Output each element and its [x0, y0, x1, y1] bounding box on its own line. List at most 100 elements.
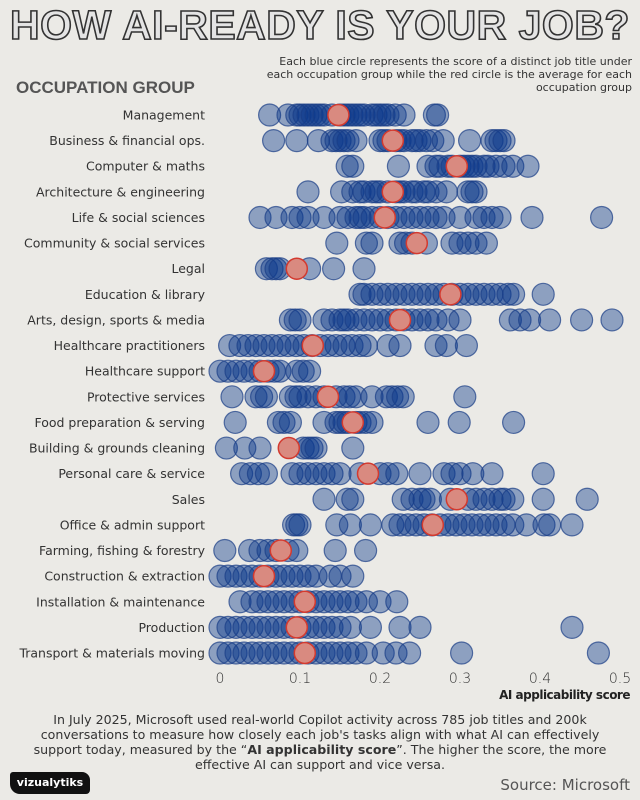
group-label: Office & admin support	[60, 517, 205, 532]
job-point	[352, 180, 376, 204]
job-point	[336, 308, 360, 332]
group-label: Arts, design, sports & media	[27, 312, 205, 327]
job-point	[285, 129, 309, 153]
job-point	[288, 564, 312, 588]
job-point	[354, 590, 378, 614]
job-point	[488, 282, 512, 306]
job-point	[368, 282, 392, 306]
job-point	[324, 333, 348, 358]
job-point	[288, 462, 312, 486]
job-point	[228, 333, 252, 358]
job-point	[280, 564, 304, 588]
source-credit: Source: Microsoft	[500, 776, 630, 794]
job-point	[498, 308, 522, 332]
job-point	[531, 487, 555, 511]
job-point	[254, 385, 278, 409]
job-point	[358, 615, 382, 639]
job-point	[354, 333, 378, 358]
job-point	[384, 641, 408, 665]
job-point	[344, 129, 368, 153]
job-point	[338, 615, 362, 639]
job-point	[248, 615, 272, 639]
job-point	[276, 103, 300, 127]
job-point	[416, 154, 440, 178]
job-point	[335, 487, 359, 511]
job-point	[341, 487, 365, 511]
group-label: Protective services	[87, 389, 205, 404]
job-point	[336, 590, 360, 614]
job-point	[391, 385, 415, 409]
job-point	[416, 205, 440, 230]
job-point	[296, 180, 320, 204]
job-point	[418, 487, 442, 511]
job-point	[517, 308, 542, 332]
job-point	[431, 129, 455, 153]
group-label: Business & financial ops.	[49, 133, 205, 148]
job-point	[416, 410, 440, 435]
average-point	[405, 231, 429, 255]
job-point	[296, 462, 320, 486]
footer-text-bold: AI applicability score	[247, 742, 397, 757]
job-point	[266, 410, 290, 435]
job-point	[398, 641, 422, 665]
job-point	[514, 513, 539, 537]
job-point	[531, 462, 555, 486]
job-point	[537, 308, 562, 332]
job-point	[426, 103, 450, 127]
group-label: Construction & extraction	[44, 569, 205, 584]
job-point	[254, 462, 278, 486]
x-axis-title: AI applicability score	[499, 688, 630, 702]
job-point	[436, 308, 460, 332]
job-point	[480, 487, 504, 511]
job-point	[232, 615, 256, 639]
group-label: Life & social sciences	[72, 210, 205, 225]
job-point	[400, 205, 424, 230]
x-tick-label: 0.1	[289, 671, 311, 687]
job-point	[391, 487, 415, 511]
job-point	[440, 462, 464, 486]
group-label: Personal care & service	[58, 466, 205, 481]
job-point	[322, 257, 346, 281]
job-point	[492, 129, 516, 153]
job-point	[600, 308, 624, 332]
job-point	[296, 205, 320, 230]
job-point	[240, 590, 264, 614]
job-point	[304, 436, 328, 460]
job-point	[492, 487, 516, 511]
average-point	[293, 641, 317, 665]
job-point	[371, 641, 395, 665]
job-point	[448, 231, 472, 255]
job-point	[480, 205, 504, 230]
job-point	[352, 103, 376, 127]
job-point	[262, 129, 286, 153]
job-point	[404, 180, 428, 204]
job-point	[368, 590, 392, 614]
job-point	[248, 205, 272, 230]
group-label: Food preparation & serving	[34, 415, 205, 430]
job-point	[476, 154, 500, 178]
job-point	[501, 410, 526, 435]
job-point	[328, 462, 352, 486]
job-point	[248, 641, 272, 665]
job-point	[312, 410, 336, 435]
average-point	[252, 359, 276, 383]
job-point	[352, 308, 376, 332]
job-point	[464, 282, 488, 306]
job-point	[360, 308, 384, 332]
job-point	[341, 154, 365, 178]
chart-note: Each blue circle represents the score of…	[266, 55, 632, 94]
brand-logo: vizualytiks	[10, 772, 90, 794]
job-point	[560, 513, 584, 537]
x-tick-label: 0.5	[609, 671, 631, 687]
job-point	[246, 462, 270, 486]
job-point	[236, 333, 260, 358]
job-point	[264, 205, 288, 230]
job-point	[224, 564, 248, 588]
x-tick-label: 0.3	[449, 671, 471, 687]
job-point	[320, 641, 344, 665]
job-point	[452, 513, 476, 537]
average-point	[285, 257, 309, 280]
job-point	[230, 462, 254, 486]
job-point	[323, 538, 347, 563]
job-point	[244, 333, 268, 358]
